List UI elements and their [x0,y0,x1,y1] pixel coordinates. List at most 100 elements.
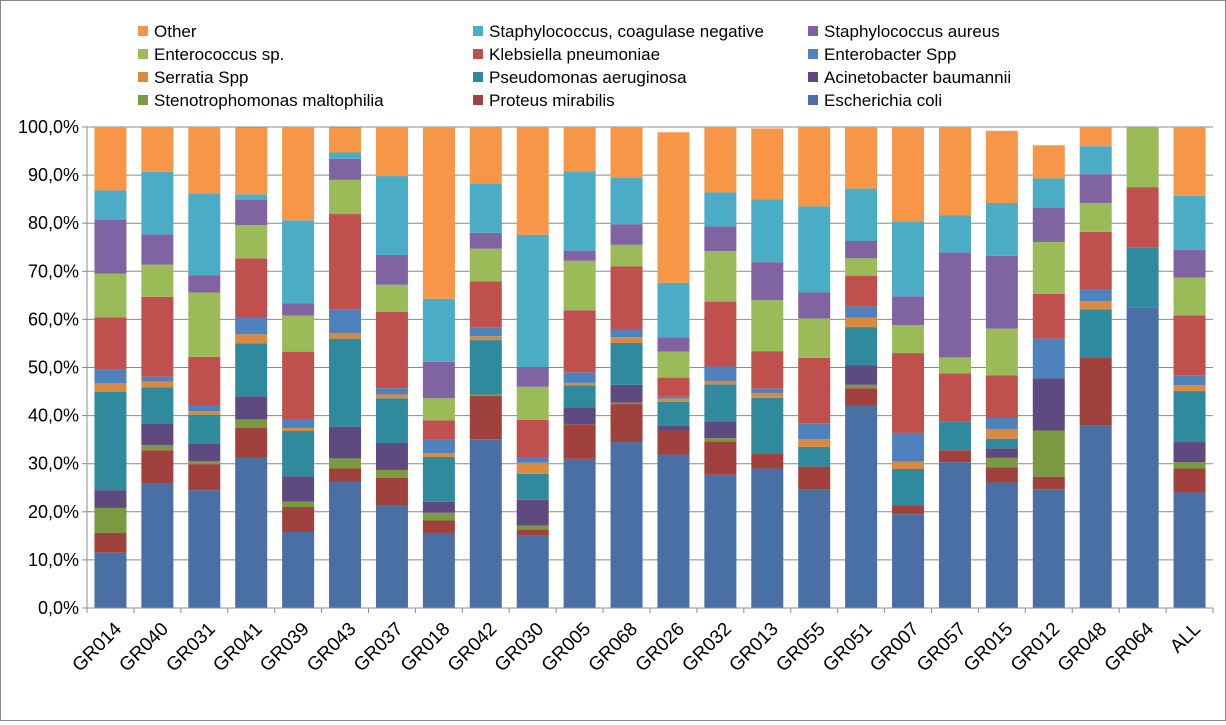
y-tick-label: 90,0% [28,165,79,185]
bar-segment-klebsiella-pneumoniae [985,375,1018,419]
bar-segment-staphylococcus-coagulase-negative [751,199,784,263]
bar-segment-staphylococcus-coagulase-negative [329,152,362,159]
bar-segment-stenotrophomonas-maltophilia [1032,430,1065,477]
bar-segment-serratia-spp [516,462,549,474]
bar-segment-staphylococcus-aureus [1079,174,1112,203]
bar-segment-enterobacter-spp [422,439,455,454]
bar-segment-enterococcus-sp [845,258,878,276]
bar-segment-other [375,127,408,177]
bar-segment-enterococcus-sp [329,179,362,215]
x-tick-label: GR037 [350,619,407,676]
bar-segment-serratia-spp [282,428,315,431]
bar-segment-escherichia-coli [657,454,690,608]
bar-segment-other [845,127,878,189]
bar-segment-acinetobacter-baumannii [985,448,1018,458]
bar-segment-enterococcus-sp [1126,127,1159,188]
bar-segment-escherichia-coli [516,535,549,608]
bar-segment-acinetobacter-baumannii [94,490,127,508]
bar-segment-staphylococcus-aureus [375,254,408,285]
bar-segment-stenotrophomonas-maltophilia [235,419,268,428]
bar-segment-pseudomonas-aeruginosa [1126,247,1159,308]
legend-swatch-enterococcus-sp [138,49,148,59]
bar-segment-staphylococcus-aureus [610,224,643,245]
bar-segment-staphylococcus-coagulase-negative [985,202,1018,256]
bar-segment-stenotrophomonas-maltophilia [516,525,549,530]
bar-segment-acinetobacter-baumannii [235,396,268,420]
bar-segment-stenotrophomonas-maltophilia [282,501,315,507]
bar-segment-enterococcus-sp [282,315,315,352]
x-tick-label: GR030 [491,619,548,676]
bar-segment-pseudomonas-aeruginosa [375,398,408,444]
bar-segment-stenotrophomonas-maltophilia [610,402,643,405]
bar-segment-klebsiella-pneumoniae [422,420,455,440]
bar-segment-enterococcus-sp [985,328,1018,376]
bar-segment-klebsiella-pneumoniae [751,351,784,389]
bar-segment-serratia-spp [188,411,221,415]
bar-segment-klebsiella-pneumoniae [282,351,315,420]
bar-segment-enterococcus-sp [422,398,455,421]
bar-segment-enterococcus-sp [469,248,502,282]
bar-segment-proteus-mirabilis [422,520,455,533]
bar-segment-proteus-mirabilis [1173,468,1206,493]
bar-segment-enterococcus-sp [798,318,831,358]
legend-swatch-staphylococcus-coagulase-negative [473,26,483,36]
bar-segment-escherichia-coli [845,405,878,608]
bar-segment-serratia-spp [892,461,925,469]
x-tick-label: GR015 [960,619,1017,676]
bar-segment-staphylococcus-aureus [1173,249,1206,278]
bar-segment-proteus-mirabilis [375,477,408,506]
legend-label-stenotrophomonas-maltophilia: Stenotrophomonas maltophilia [154,91,384,110]
bar-segment-staphylococcus-aureus [704,226,737,252]
bar-segment-enterococcus-sp [751,300,784,352]
bar-segment-pseudomonas-aeruginosa [94,392,127,491]
bar-segment-enterobacter-spp [610,329,643,338]
bar-segment-klebsiella-pneumoniae [375,311,408,389]
bar-segment-proteus-mirabilis [985,467,1018,483]
bar-segment-serratia-spp [375,394,408,399]
bar-segment-staphylococcus-aureus [751,262,784,301]
bar-segment-enterobacter-spp [563,372,596,383]
bar-segment-escherichia-coli [188,490,221,608]
bar-segment-acinetobacter-baumannii [610,384,643,403]
bar-segment-acinetobacter-baumannii [516,499,549,526]
bar-segment-pseudomonas-aeruginosa [657,401,690,426]
bar-segment-staphylococcus-aureus [422,361,455,399]
x-tick-label: GR026 [632,619,689,676]
bar-segment-staphylococcus-coagulase-negative [845,188,878,241]
bar-segment-acinetobacter-baumannii [188,443,221,462]
bar-segment-stenotrophomonas-maltophilia [469,394,502,396]
bar-segment-staphylococcus-coagulase-negative [938,215,971,253]
bar-segment-staphylococcus-coagulase-negative [188,193,221,276]
bar-segment-klebsiella-pneumoniae [1173,315,1206,376]
y-tick-label: 50,0% [28,358,79,378]
x-tick-label: ALL [1166,619,1205,658]
bar-segment-klebsiella-pneumoniae [892,353,925,433]
bar-segment-escherichia-coli [375,505,408,608]
bar-segment-staphylococcus-aureus [938,252,971,358]
bar-segment-other [516,127,549,235]
bar-segment-staphylococcus-aureus [516,367,549,387]
bar-segment-enterococcus-sp [94,273,127,318]
bar-segment-other [235,127,268,195]
bar-segment-serratia-spp [563,382,596,386]
x-tick-label: GR048 [1054,619,1111,676]
bar-segment-acinetobacter-baumannii [1032,378,1065,431]
bar-segment-enterococcus-sp [610,244,643,267]
bar-segment-staphylococcus-coagulase-negative [375,176,408,255]
bar-segment-klebsiella-pneumoniae [657,377,690,397]
bar-segment-escherichia-coli [1173,492,1206,608]
bar-segment-staphylococcus-coagulase-negative [469,183,502,233]
bar-segment-escherichia-coli [329,481,362,608]
bar-segment-other [751,128,784,200]
bar-segment-proteus-mirabilis [329,468,362,482]
bar-segment-escherichia-coli [610,442,643,608]
bar-segment-other [329,127,362,153]
bar-segment-enterococcus-sp [516,386,549,420]
bar-segment-proteus-mirabilis [94,532,127,553]
bar-segment-other [563,127,596,172]
bar-segment-other [94,127,127,191]
bar-segment-klebsiella-pneumoniae [469,281,502,328]
bar-segment-stenotrophomonas-maltophilia [94,507,127,533]
bar-segment-staphylococcus-aureus [657,337,690,352]
bar-segment-acinetobacter-baumannii [141,423,174,445]
